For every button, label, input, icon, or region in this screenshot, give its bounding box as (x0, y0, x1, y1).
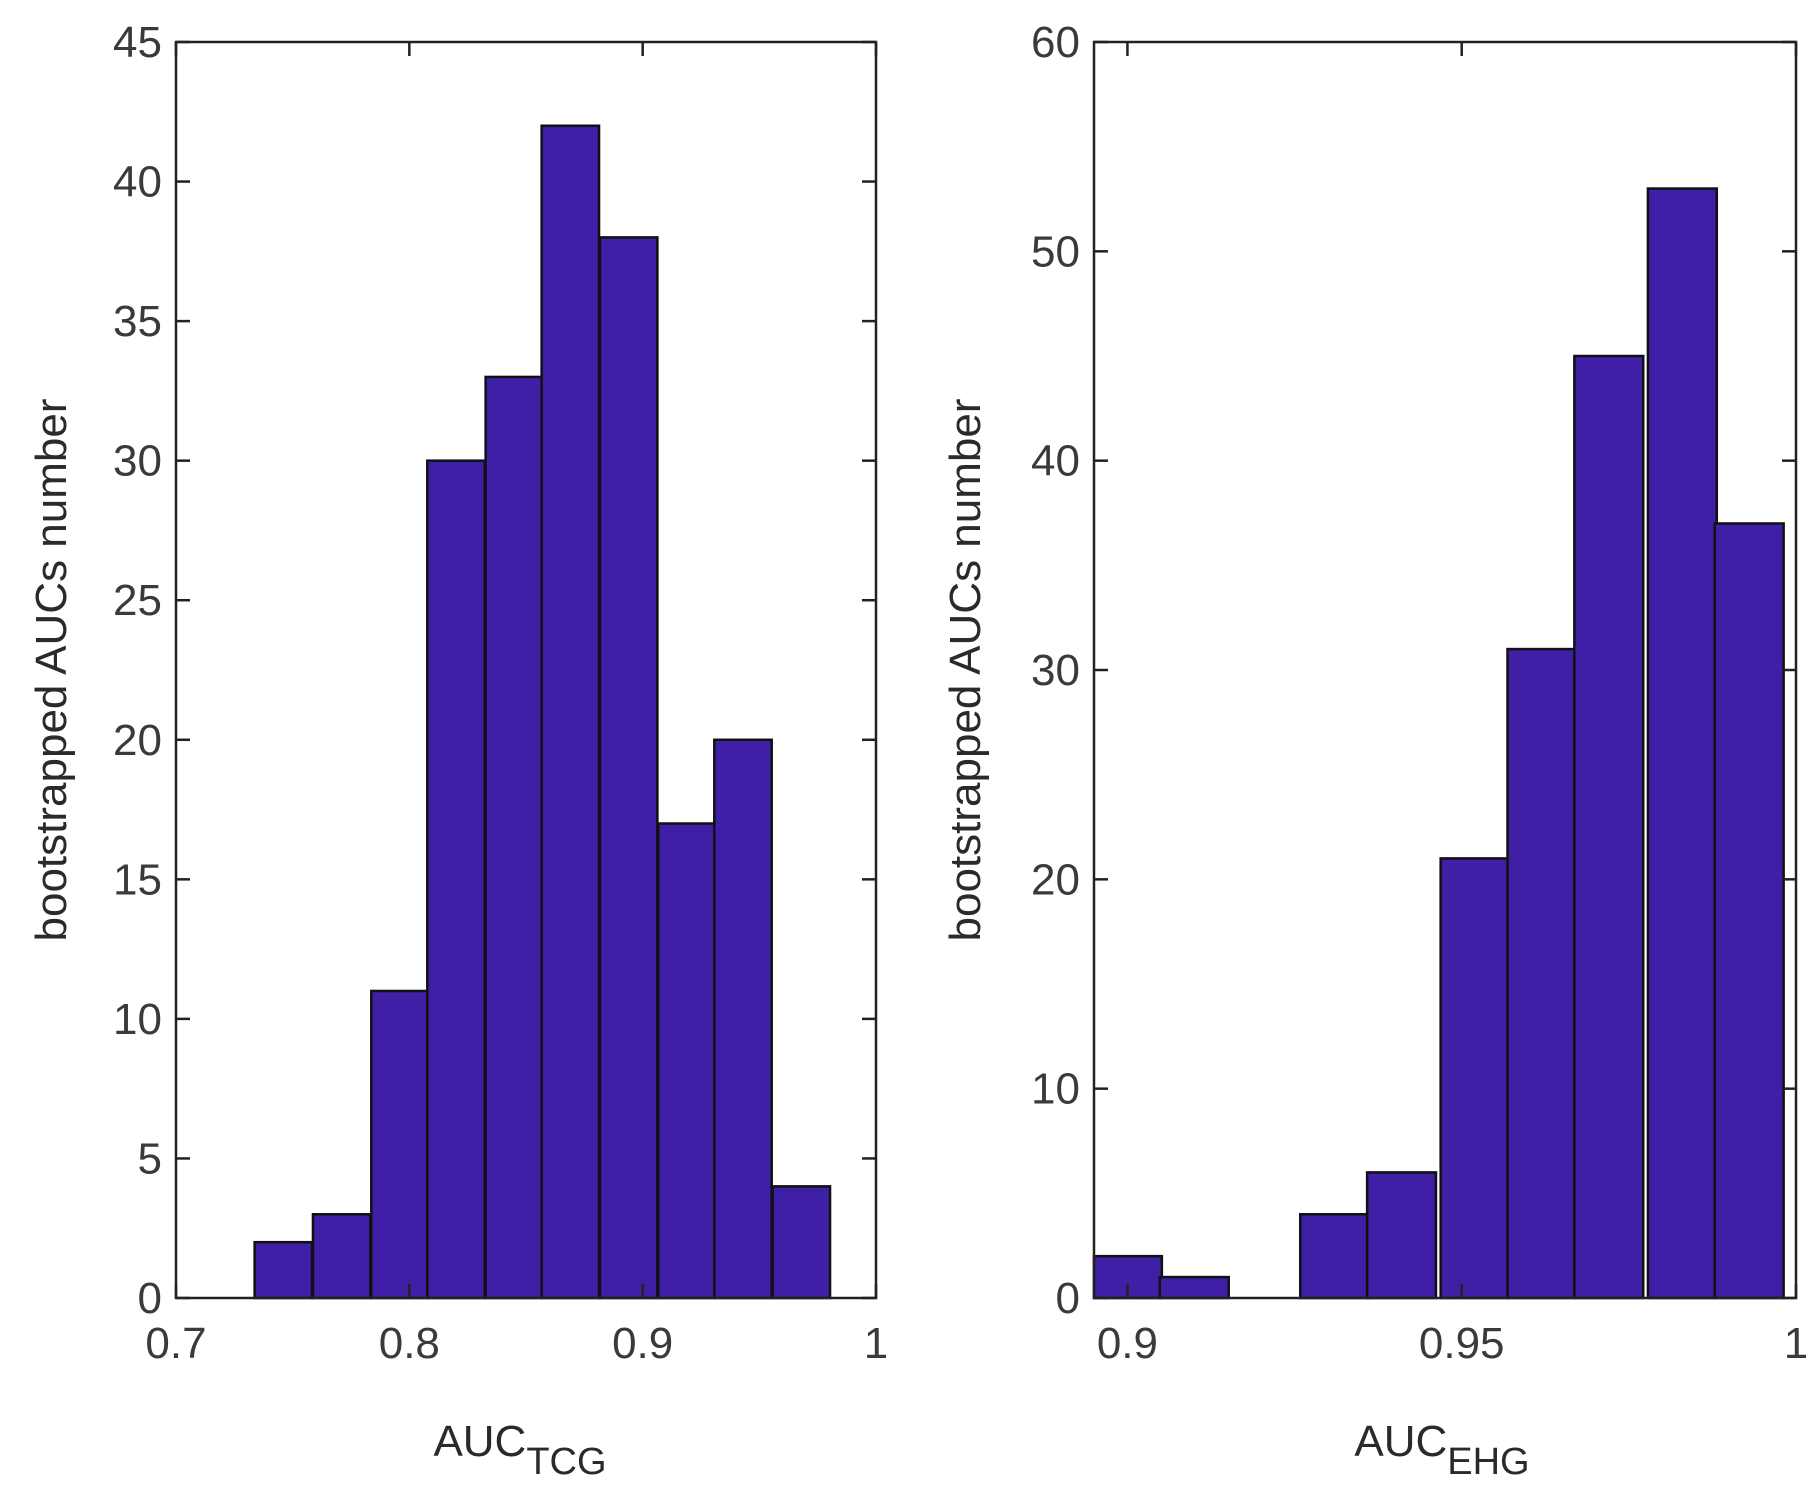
ehg-bar-4 (1299, 1213, 1371, 1300)
tcg-ytick-label-15: 15 (113, 855, 162, 904)
tcg-bar-9 (713, 738, 773, 1300)
tcg-ytick-label-5: 5 (138, 1134, 162, 1183)
tcg-x-tick-labels: 0.7 0.8 0.9 1 (145, 1319, 888, 1368)
tcg-ytick-label-10: 10 (113, 995, 162, 1044)
ehg-xtick-label-0.95: 0.95 (1419, 1319, 1505, 1368)
ehg-ytick-label-60: 60 (1031, 18, 1080, 67)
ehg-y-tick-labels: 0 10 20 30 40 50 60 (1031, 18, 1080, 1323)
tcg-ytick-label-25: 25 (113, 576, 162, 625)
tcg-x-axis-label-subscript: TCG (526, 1441, 606, 1483)
ehg-x-axis-label: AUCEHG (1354, 1417, 1529, 1483)
tcg-bar-4 (426, 459, 486, 1300)
tcg-x-axis-label: AUCTCG (433, 1417, 606, 1483)
ehg-ytick-label-40: 40 (1031, 437, 1080, 486)
tcg-y-axis-label: bootstrapped AUCs number (27, 399, 76, 942)
tcg-y-tick-labels: 0 5 10 15 20 25 30 35 40 45 (113, 18, 162, 1323)
tcg-bar-5 (484, 375, 545, 1300)
tcg-bar-10 (771, 1185, 832, 1300)
ehg-bar-2 (1158, 1275, 1230, 1300)
histogram-tcg: 0 5 10 15 20 25 30 35 40 45 0.7 0.8 0.9 1 bootstrapp… (27, 18, 888, 1483)
ehg-bar-10 (1713, 522, 1785, 1300)
tcg-ytick-label-45: 45 (113, 18, 162, 67)
tcg-ytick-label-20: 20 (113, 716, 162, 765)
tcg-ytick-label-35: 35 (113, 297, 162, 346)
ehg-x-axis-label-subscript: EHG (1447, 1441, 1529, 1483)
ehg-xtick-label-1: 1 (1784, 1319, 1808, 1368)
tcg-bar-3 (370, 989, 430, 1300)
tcg-ytick-label-40: 40 (113, 158, 162, 207)
tcg-xtick-label-0.8: 0.8 (379, 1319, 440, 1368)
tcg-xtick-label-0.9: 0.9 (612, 1319, 673, 1368)
ehg-ytick-label-50: 50 (1031, 227, 1080, 276)
ehg-xtick-label-0.9: 0.9 (1097, 1319, 1158, 1368)
tcg-ytick-label-30: 30 (113, 437, 162, 486)
tcg-ytick-label-0: 0 (138, 1274, 162, 1323)
ehg-bar-8 (1573, 354, 1645, 1300)
ehg-ytick-label-0: 0 (1056, 1274, 1080, 1323)
histogram-ehg: 0 10 20 30 40 50 60 0.9 0.95 1 bootstrapped AUCs… (941, 18, 1808, 1483)
ehg-bars (1092, 187, 1785, 1300)
tcg-bar-8 (657, 822, 717, 1300)
tcg-bar-6 (540, 124, 601, 1300)
tcg-xtick-label-0.7: 0.7 (145, 1319, 206, 1368)
ehg-bar-6 (1439, 857, 1511, 1300)
tcg-x-axis-label-main: AUC (433, 1417, 526, 1466)
tcg-xtick-label-1: 1 (864, 1319, 888, 1368)
tcg-ticks (174, 40, 878, 1300)
ehg-bar-5 (1365, 1171, 1438, 1300)
ehg-x-axis-label-main: AUC (1354, 1417, 1447, 1466)
ehg-ytick-label-30: 30 (1031, 646, 1080, 695)
tcg-bar-1 (253, 1240, 314, 1300)
ehg-bar-9 (1646, 187, 1719, 1300)
ehg-ticks (1094, 40, 1798, 1300)
tcg-bars (253, 124, 832, 1300)
tcg-bar-7 (598, 236, 659, 1300)
ehg-ytick-label-10: 10 (1031, 1065, 1080, 1114)
ehg-ytick-label-20: 20 (1031, 855, 1080, 904)
ehg-x-tick-labels: 0.9 0.95 1 (1097, 1319, 1808, 1368)
tcg-bar-2 (311, 1213, 372, 1300)
ehg-y-axis-label: bootstrapped AUCs number (941, 399, 990, 942)
tcg-axes-frame (174, 40, 878, 1300)
ehg-bar-7 (1506, 647, 1578, 1300)
